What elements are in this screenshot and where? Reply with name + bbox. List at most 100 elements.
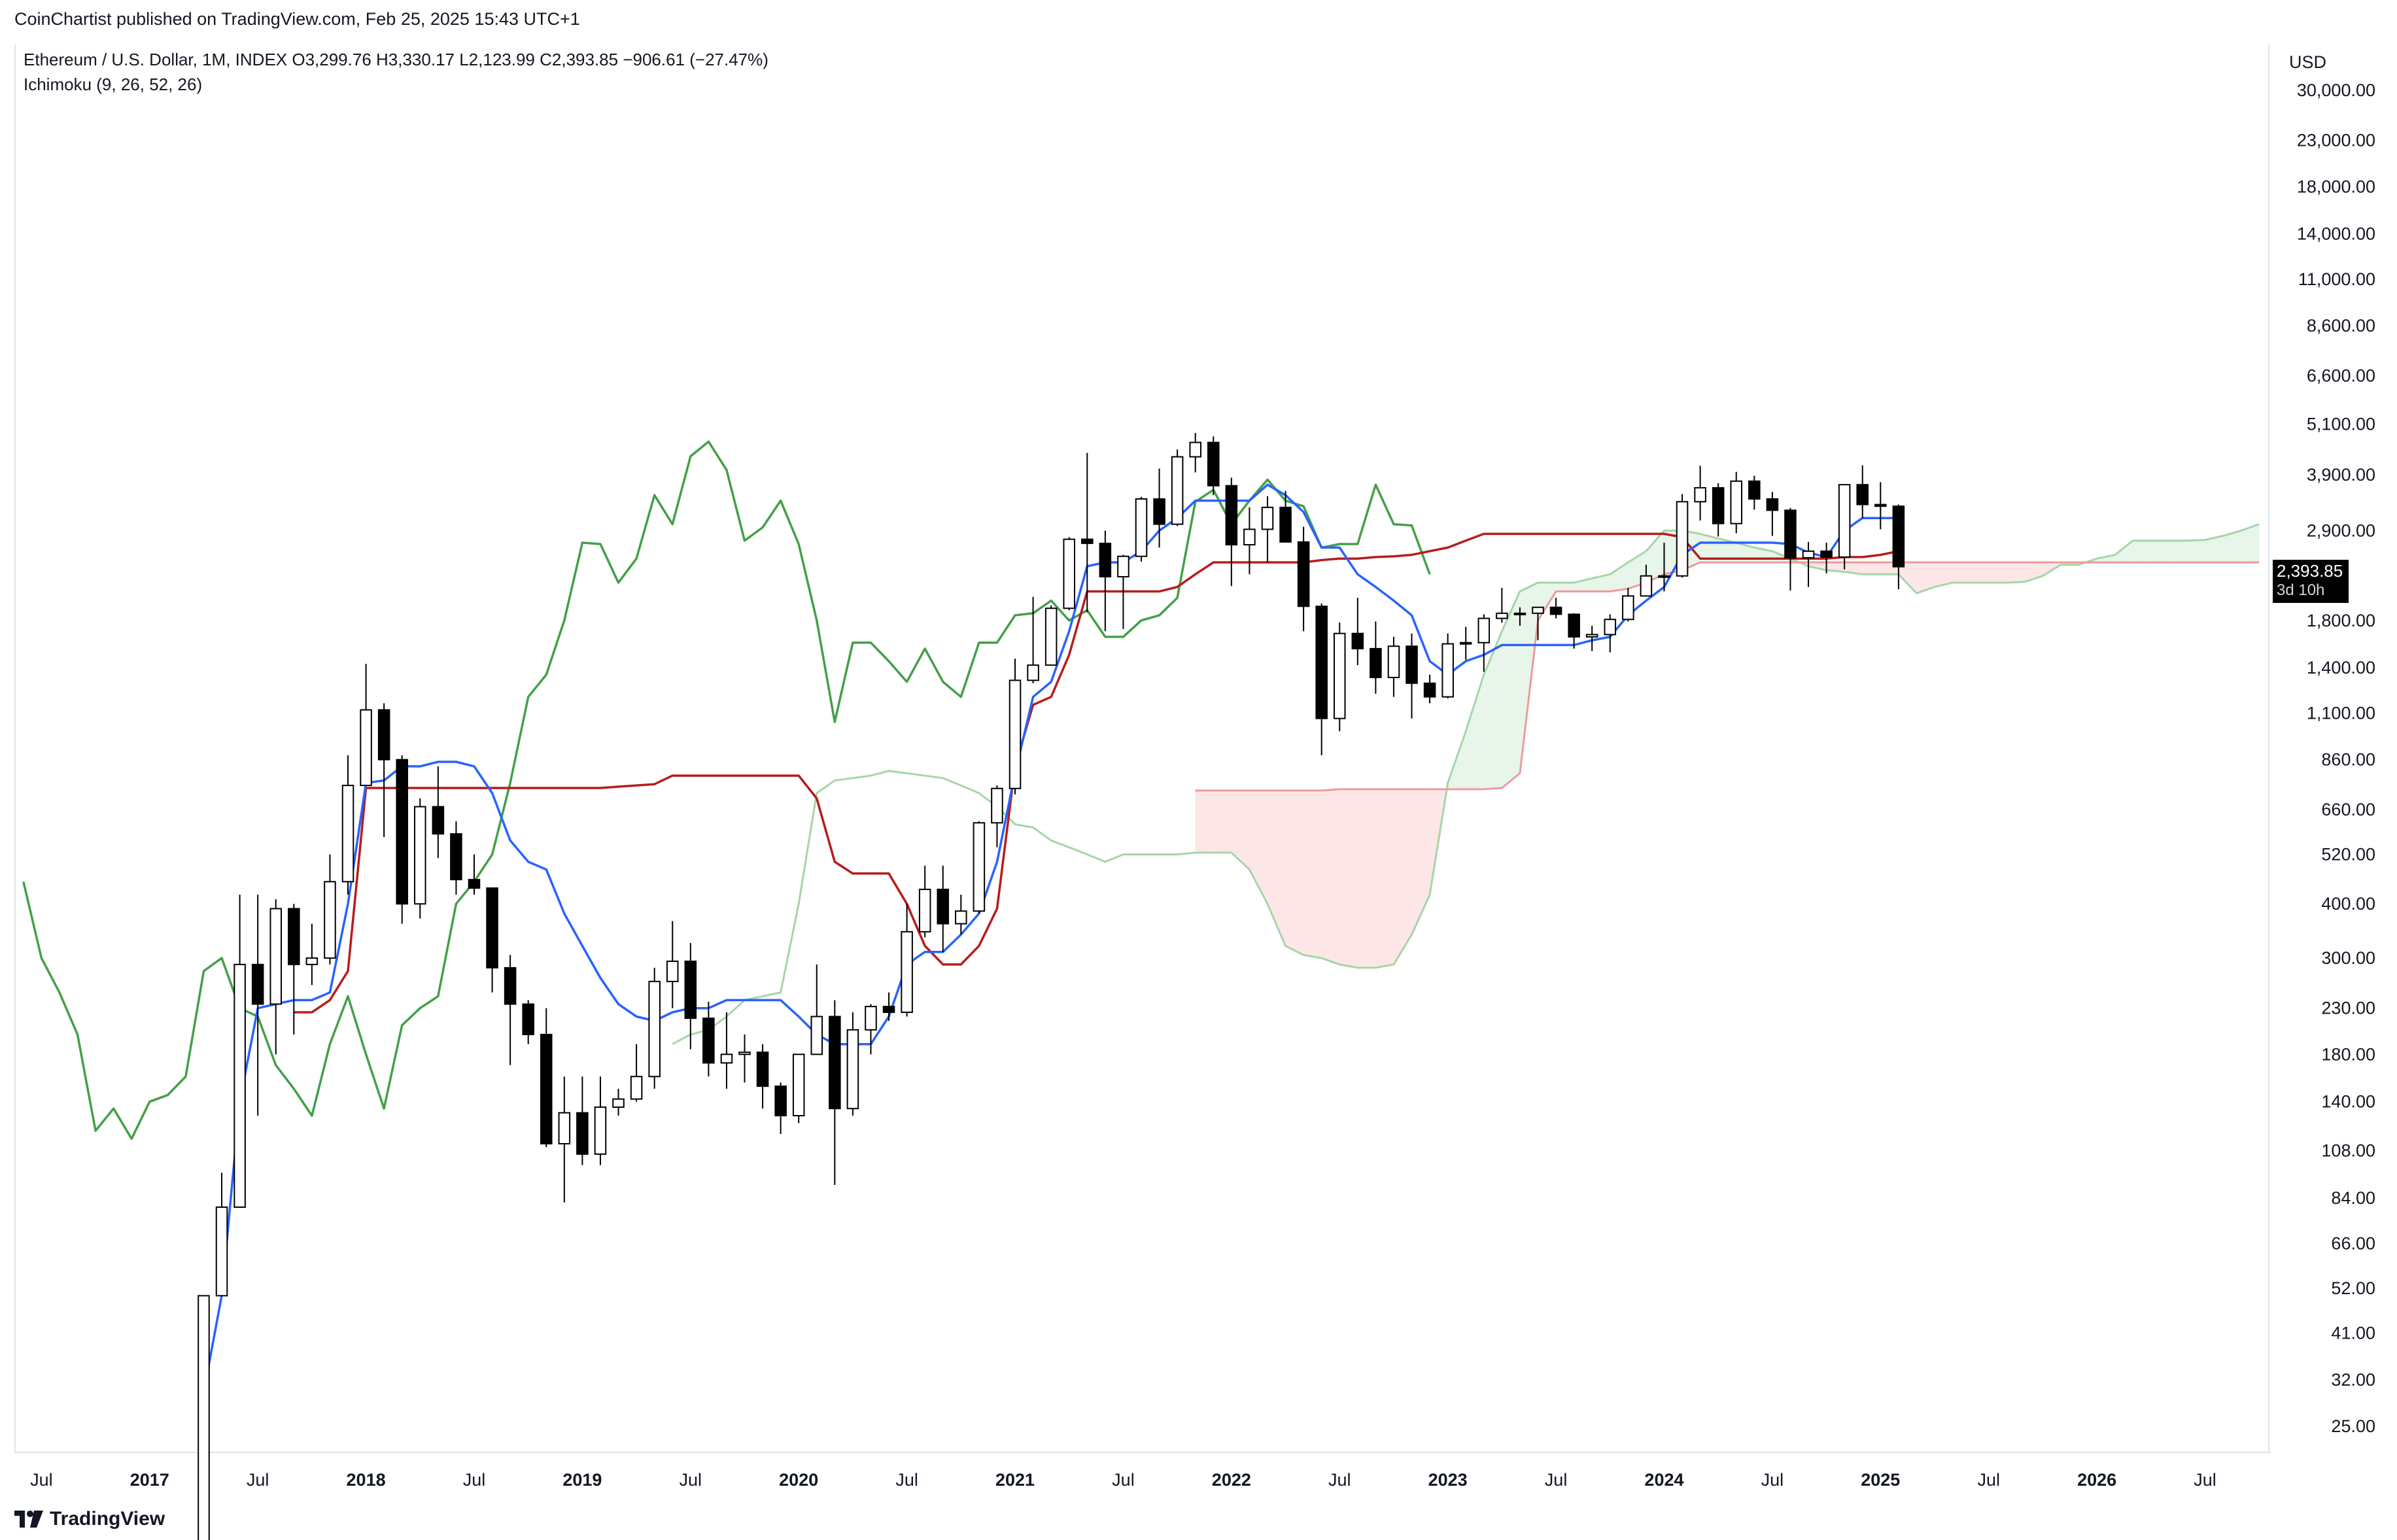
candle-body <box>1549 606 1562 615</box>
candle-body <box>1405 645 1418 684</box>
candle-down <box>468 854 481 895</box>
indicator-legend[interactable]: Ichimoku (9, 26, 52, 26) <box>24 75 203 94</box>
candle-up <box>1585 625 1598 651</box>
price-tick-label: 1,400.00 <box>2307 658 2375 677</box>
candle-up <box>233 895 246 1208</box>
price-tick-label: 1,800.00 <box>2307 611 2375 630</box>
candle-up <box>324 854 336 965</box>
price-tick-label: 860.00 <box>2321 750 2375 770</box>
cloud-segment <box>1303 790 1322 959</box>
cloud-segment <box>1592 574 1610 592</box>
candle-body <box>1856 484 1869 505</box>
time-tick-label: Jul <box>247 1470 269 1490</box>
candle-body <box>1622 595 1634 621</box>
cloud-segment <box>1952 562 1971 583</box>
candle-up <box>269 899 283 1055</box>
cloud-segment <box>2241 524 2260 562</box>
candle-body <box>1315 606 1328 719</box>
publish-info: CoinChartist published on TradingView.co… <box>14 9 580 29</box>
candle-body <box>360 709 372 787</box>
time-tick-label: Jul <box>1328 1470 1351 1490</box>
candle-body <box>1604 619 1617 636</box>
candle-up <box>215 1172 228 1297</box>
candle-body <box>1784 509 1797 559</box>
last-price-badge: 2,393.85 3d 10h <box>2273 560 2349 603</box>
candle-body <box>901 931 913 1014</box>
time-tick-label: Jul <box>30 1470 53 1490</box>
candle-down <box>684 943 697 1050</box>
candle-body <box>1676 501 1689 577</box>
time-tick-label: 2026 <box>2077 1470 2116 1490</box>
candle-body <box>1153 498 1165 525</box>
candle-body <box>251 963 264 1005</box>
candle-up <box>1622 587 1634 622</box>
bar-countdown: 3d 10h <box>2277 581 2325 599</box>
time-tick-label: Jul <box>1112 1470 1135 1490</box>
time-tick-label: Jul <box>1977 1470 2000 1490</box>
candle-up <box>1063 537 1075 611</box>
candle-body <box>1459 642 1472 645</box>
candle-down <box>251 895 264 1116</box>
candle-up <box>1477 614 1491 672</box>
candle-body <box>1333 632 1346 719</box>
price-tick-label: 23,000.00 <box>2297 131 2375 150</box>
candle-body <box>630 1076 643 1100</box>
candle-body <box>1874 504 1887 507</box>
candle-up <box>1333 623 1346 732</box>
candle-body <box>1027 664 1039 681</box>
candle-down <box>1405 633 1418 719</box>
time-tick-label: Jul <box>2194 1470 2216 1490</box>
time-tick-label: Jul <box>895 1470 918 1490</box>
candle-up <box>1640 564 1653 597</box>
candle-body <box>1387 645 1400 679</box>
candle-body <box>955 910 967 925</box>
candle-body <box>648 980 661 1078</box>
candle-body <box>215 1206 228 1297</box>
cloud-segment <box>1466 674 1484 789</box>
candle-down <box>288 904 300 1035</box>
candle-up <box>991 785 1003 847</box>
candle-body <box>1892 505 1905 568</box>
candle-up <box>1459 626 1472 660</box>
candle-up <box>1676 494 1689 578</box>
plot-area[interactable] <box>14 44 2269 1452</box>
candle-body <box>1171 456 1184 525</box>
cloud-segment <box>1898 562 1917 594</box>
candle-body <box>432 806 445 835</box>
time-tick-label: 2021 <box>995 1470 1035 1490</box>
price-tick-label: 520.00 <box>2321 845 2375 864</box>
tradingview-logo[interactable]: TradingView <box>14 1508 165 1530</box>
candle-up <box>810 964 823 1055</box>
cloud-segment <box>1285 790 1304 955</box>
candle-up <box>973 821 986 914</box>
candle-body <box>1513 612 1526 615</box>
ichimoku-cloud <box>1195 524 2260 968</box>
cloud-segment <box>2150 540 2169 562</box>
candle-down <box>432 766 445 859</box>
candle-down <box>1549 598 1562 619</box>
candle-body <box>1207 441 1220 487</box>
candle-body <box>1568 613 1580 638</box>
cloud-segment <box>1988 562 2007 583</box>
candle-down <box>1351 598 1364 666</box>
candle-up <box>1441 633 1454 699</box>
base-line <box>294 532 1899 1014</box>
candle-down <box>486 887 498 993</box>
candle-body <box>1063 538 1075 609</box>
time-tick-label: Jul <box>1545 1470 1568 1490</box>
candle-body <box>1802 550 1815 559</box>
candle-body <box>1658 575 1670 578</box>
candle-body <box>1351 632 1364 649</box>
candle-body <box>792 1053 805 1117</box>
cloud-segment <box>1700 534 1719 562</box>
cloud-segment <box>1213 790 1232 853</box>
candle-body <box>1496 612 1508 619</box>
price-tick-label: 180.00 <box>2321 1044 2375 1064</box>
price-tick-label: 108.00 <box>2321 1141 2375 1161</box>
candle-body <box>1009 679 1022 789</box>
candle-down <box>1892 504 1905 590</box>
price-tick-label: 25.00 <box>2331 1416 2375 1436</box>
candle-up <box>594 1076 607 1165</box>
candle-up <box>918 865 931 938</box>
candle-body <box>558 1112 571 1145</box>
